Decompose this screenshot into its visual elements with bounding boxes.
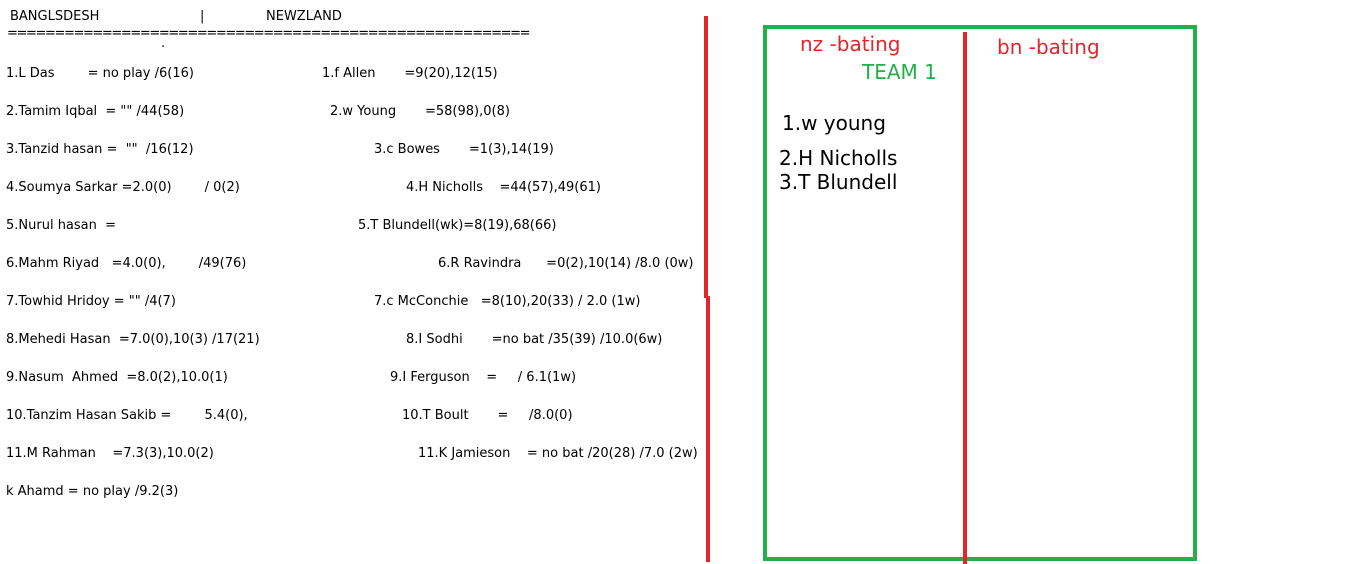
newzealand-player-10: 10.T Boult = /8.0(0) [402,408,573,423]
separator-line: ========================================… [7,26,530,41]
bangladesh-title: BANGLSDESH [10,9,100,24]
bangladesh-player-8: 8.Mehedi Hasan =7.0(0),10(3) /17(21) [6,332,260,347]
divider-line-lower [706,296,710,562]
batting-panel [763,25,1197,561]
divider-line-upper [704,16,708,298]
newzealand-player-11: 11.K Jamieson = no bat /20(28) /7.0 (2w) [418,446,698,461]
nz-batting-label: nz -bating [800,32,901,56]
batting-player-1: 1.w young [782,111,886,135]
panel-divider-line [963,32,967,564]
bangladesh-player-12: k Ahamd = no play /9.2(3) [6,484,179,499]
bangladesh-player-2: 2.Tamim Iqbal = "" /44(58) [6,104,185,119]
newzealand-player-5: 5.T Blundell(wk)=8(19),68(66) [358,218,557,233]
newzealand-player-8: 8.I Sodhi =no bat /35(39) /10.0(6w) [406,332,663,347]
stray-dot: . [161,36,166,51]
newzealand-player-3: 3.c Bowes =1(3),14(19) [374,142,554,157]
bangladesh-player-3: 3.Tanzid hasan = "" /16(12) [6,142,194,157]
bn-batting-label: bn -bating [997,35,1100,59]
header-divider: | [200,9,205,24]
batting-player-2: 2.H Nicholls [779,146,898,170]
newzealand-player-1: 1.f Allen =9(20),12(15) [322,66,498,81]
bangladesh-player-6: 6.Mahm Riyad =4.0(0), /49(76) [6,256,247,271]
bangladesh-player-9: 9.Nasum Ahmed =8.0(2),10.0(1) [6,370,228,385]
newzealand-player-4: 4.H Nicholls =44(57),49(61) [406,180,601,195]
batting-player-3: 3.T Blundell [779,170,898,194]
newzealand-player-7: 7.c McConchie =8(10),20(33) / 2.0 (1w) [374,294,641,309]
newzealand-player-2: 2.w Young =58(98),0(8) [330,104,510,119]
bangladesh-player-7: 7.Towhid Hridoy = "" /4(7) [6,294,176,309]
bangladesh-player-1: 1.L Das = no play /6(16) [6,66,194,81]
bangladesh-player-11: 11.M Rahman =7.3(3),10.0(2) [6,446,214,461]
bangladesh-player-4: 4.Soumya Sarkar =2.0(0) / 0(2) [6,180,240,195]
bangladesh-player-10: 10.Tanzim Hasan Sakib = 5.4(0), [6,408,248,423]
newzealand-player-9: 9.I Ferguson = / 6.1(1w) [390,370,577,385]
team-1-label: TEAM 1 [862,60,937,84]
newzealand-title: NEWZLAND [266,9,342,24]
bangladesh-player-5: 5.Nurul hasan = [6,218,117,233]
newzealand-player-6: 6.R Ravindra =0(2),10(14) /8.0 (0w) [438,256,694,271]
